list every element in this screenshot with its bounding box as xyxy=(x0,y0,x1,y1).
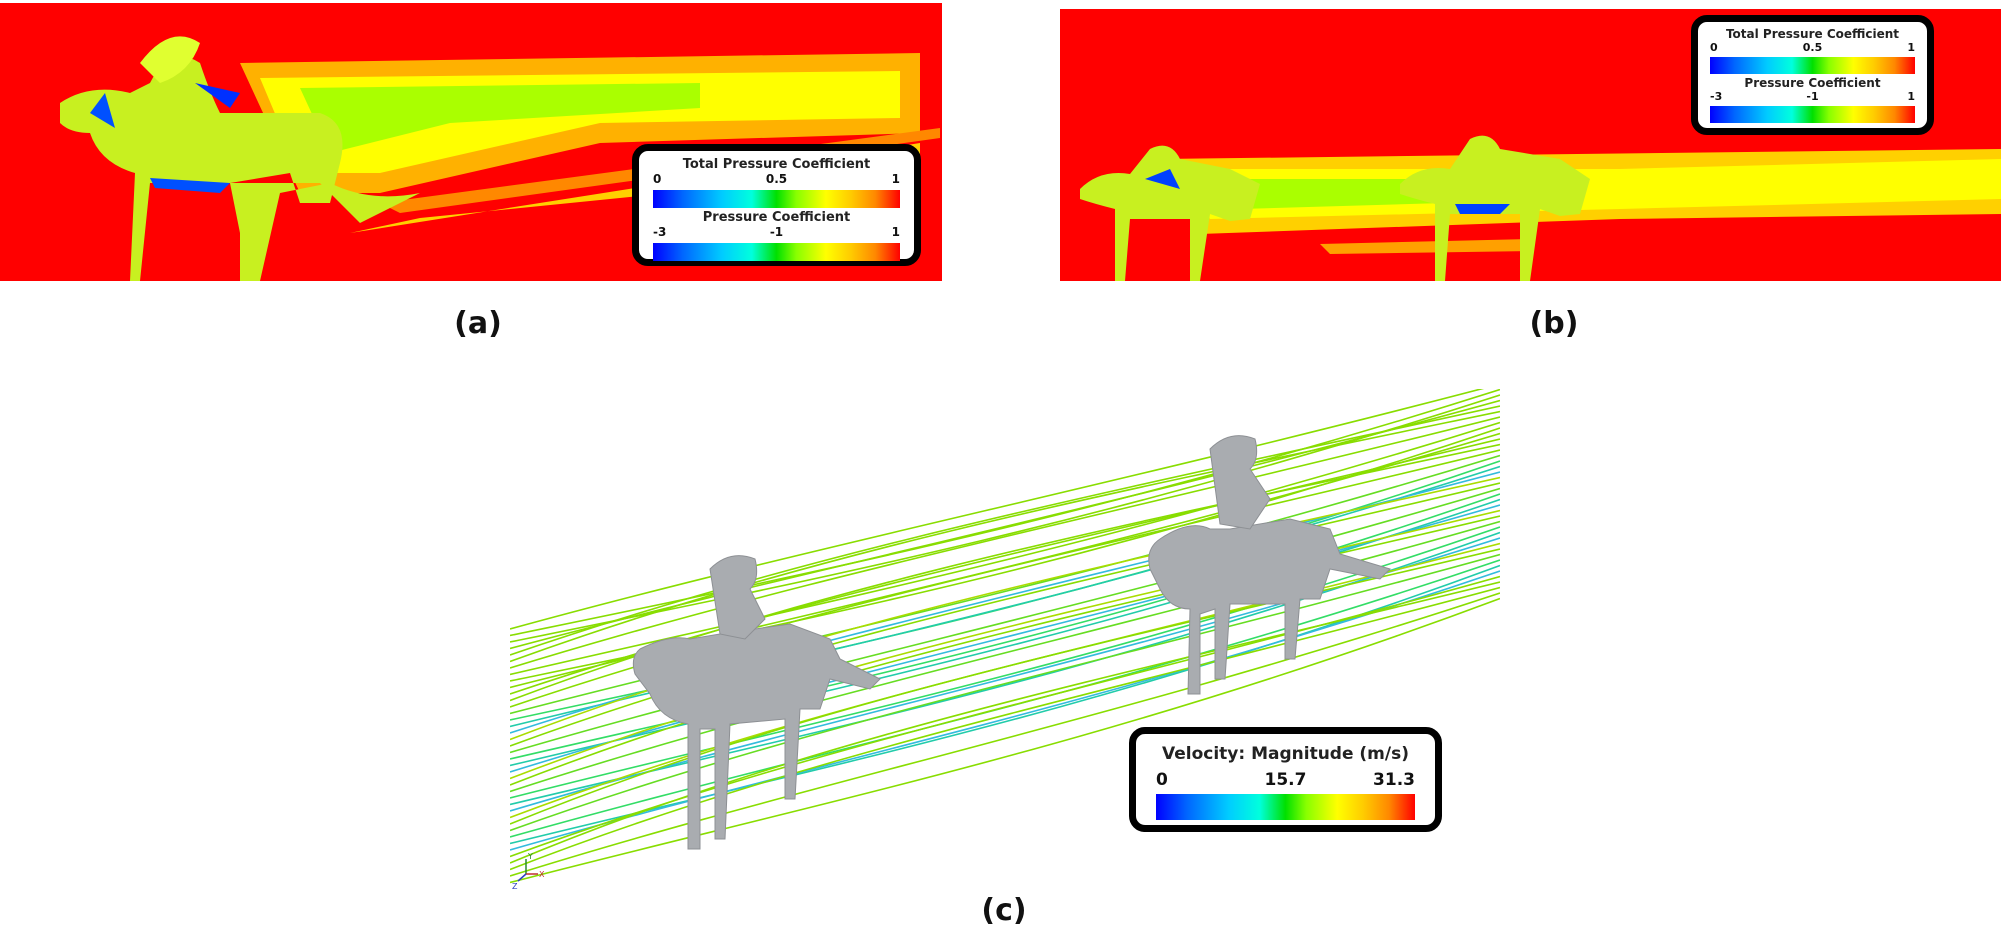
axis-triad: Y X Z xyxy=(512,852,545,891)
panel-c-streamlines: Y X Z Velocity: Magnitude (m/s) 0 15.7 3… xyxy=(510,389,1500,901)
streamline xyxy=(510,399,1500,650)
tick: -1 xyxy=(769,225,784,239)
legend-a-total-pressure-title: Total Pressure Coefficient xyxy=(682,157,871,172)
horse-model-rear xyxy=(1148,435,1391,695)
caption-b: (b) xyxy=(1529,306,1579,341)
panel-b-pressure-contour: Total Pressure Coefficient 0 0.5 1 Press… xyxy=(1060,9,2001,281)
horse-model-front xyxy=(632,555,881,850)
legend-b-pressure-title: Pressure Coefficient xyxy=(1744,76,1881,90)
tick: 1 xyxy=(1907,41,1915,54)
horse-silhouette-b-rear xyxy=(1400,135,1590,281)
legend-a-total-pressure-ticks: 0 0.5 1 xyxy=(653,172,900,190)
streamline xyxy=(510,405,1500,656)
streamline xyxy=(510,487,1500,754)
streamline xyxy=(510,476,1500,741)
colorbar-pressure-b xyxy=(1710,106,1915,123)
colorbar-total-pressure-b xyxy=(1710,57,1915,74)
streamlines xyxy=(510,389,1500,884)
legend-c-ticks: 0 15.7 31.3 xyxy=(1156,770,1415,794)
streamline xyxy=(510,592,1500,877)
tick: 1 xyxy=(891,225,900,239)
axis-z-label: Z xyxy=(512,882,518,891)
legend-b-total-pressure-title: Total Pressure Coefficient xyxy=(1725,27,1900,41)
tick: 1 xyxy=(1907,90,1915,103)
legend-b-total-pressure-ticks: 0 0.5 1 xyxy=(1710,41,1915,57)
caption-c: (c) xyxy=(981,893,1027,928)
legend-a-pressure-ticks: -3 -1 1 xyxy=(653,225,900,243)
horse-silhouette-b-front xyxy=(1080,145,1260,281)
streamline xyxy=(510,410,1500,663)
streamline xyxy=(510,389,1485,630)
streamline xyxy=(510,389,1500,637)
tick: 1 xyxy=(891,172,900,186)
colorbar-velocity xyxy=(1156,794,1415,820)
tick: 0 xyxy=(1710,41,1718,54)
colorbar-total-pressure-a xyxy=(653,190,900,208)
legend-b-pressure-ticks: -3 -1 1 xyxy=(1710,90,1915,106)
caption-a: (a) xyxy=(454,306,502,341)
legend-a: Total Pressure Coefficient 0 0.5 1 Press… xyxy=(632,144,921,266)
streamline xyxy=(510,421,1500,676)
streamline xyxy=(510,465,1500,728)
streamline xyxy=(510,597,1500,884)
tick: -1 xyxy=(1806,90,1819,103)
tick: 31.3 xyxy=(1373,770,1415,790)
tick: -3 xyxy=(1710,90,1723,103)
streamline xyxy=(510,581,1500,864)
panel-a-contour-image xyxy=(0,3,942,281)
streamline xyxy=(510,548,1500,825)
axis-y-label: Y xyxy=(527,852,533,861)
tick: 0.5 xyxy=(765,172,788,186)
streamline xyxy=(510,586,1500,871)
legend-a-pressure-title: Pressure Coefficient xyxy=(702,210,851,225)
streamline xyxy=(510,570,1500,851)
horse-silhouette-a xyxy=(60,36,420,281)
colorbar-pressure-a xyxy=(653,243,900,261)
tick: 0.5 xyxy=(1802,41,1823,54)
tick: 15.7 xyxy=(1264,770,1307,790)
panel-a-pressure-contour: Total Pressure Coefficient 0 0.5 1 Press… xyxy=(0,3,942,281)
axis-x-label: X xyxy=(539,870,545,879)
streamline xyxy=(510,482,1500,747)
tick: 0 xyxy=(1156,770,1168,790)
panel-c-streamline-image: Y X Z xyxy=(510,389,1500,891)
streamline xyxy=(510,526,1500,799)
streamline xyxy=(510,553,1500,832)
legend-b: Total Pressure Coefficient 0 0.5 1 Press… xyxy=(1691,15,1934,135)
legend-c-title: Velocity: Magnitude (m/s) xyxy=(1161,744,1409,764)
tick: -3 xyxy=(653,225,667,239)
legend-c: Velocity: Magnitude (m/s) 0 15.7 31.3 xyxy=(1129,727,1442,832)
streamline xyxy=(510,416,1500,669)
tick: 0 xyxy=(653,172,662,186)
